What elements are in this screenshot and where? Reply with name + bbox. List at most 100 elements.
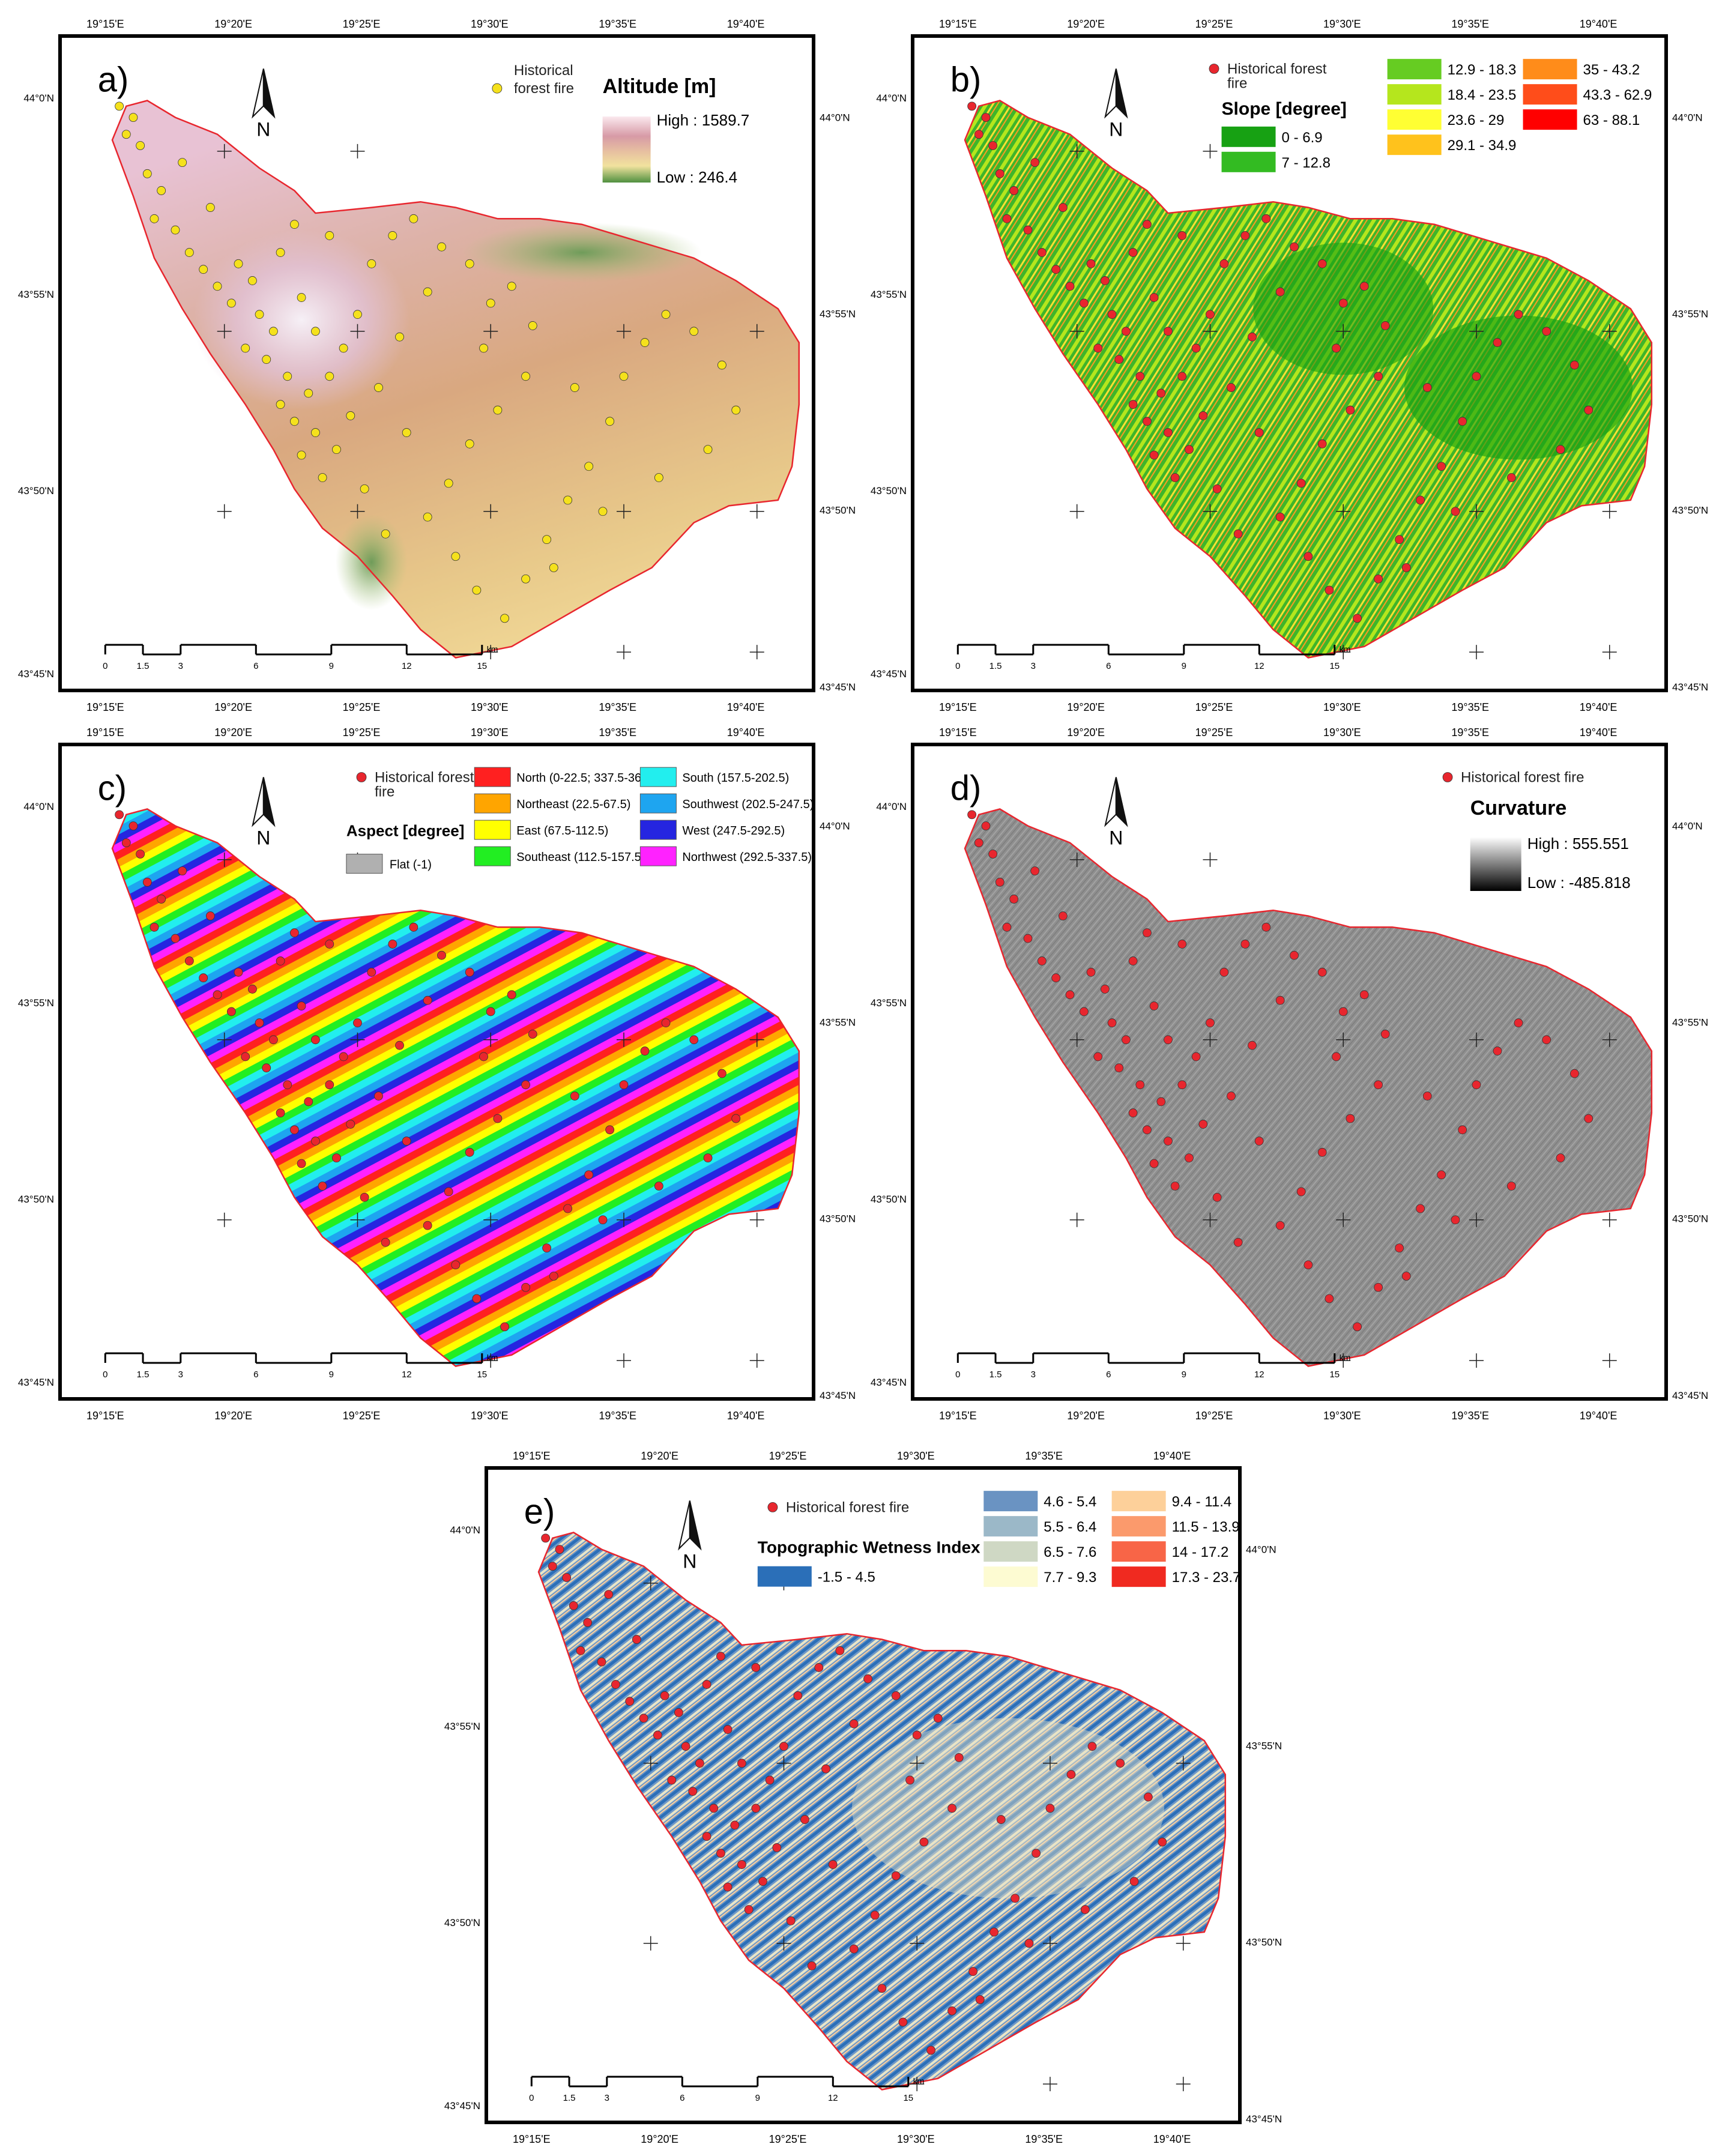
- top-tick-label: 19°40'E: [1580, 18, 1618, 30]
- fire-point: [184, 956, 194, 965]
- graticule-cross: [1469, 324, 1484, 339]
- study-area-boundary: [964, 808, 1653, 1367]
- fire-point: [1458, 1125, 1467, 1135]
- fire-point: [381, 529, 390, 539]
- graticule-cross: [643, 1756, 658, 1771]
- fire-point: [793, 1691, 803, 1700]
- altitude-ramp: [602, 116, 651, 183]
- fire-point: [479, 343, 488, 353]
- fire-point: [1401, 1272, 1411, 1281]
- north-label: N: [256, 827, 270, 849]
- fire-point: [1143, 417, 1152, 426]
- left-tick-label: 43°50'N: [444, 1917, 480, 1928]
- scale-tick-label: 9: [1182, 1369, 1186, 1380]
- fire-point: [1275, 512, 1285, 522]
- fire-point: [1051, 973, 1061, 983]
- fire-legend-symbol: [767, 1502, 778, 1512]
- fire-point: [717, 1069, 727, 1078]
- fire-point: [1290, 242, 1299, 252]
- fire-point: [619, 1080, 629, 1090]
- fire-point: [1009, 895, 1019, 904]
- legend-swatch: [474, 793, 511, 814]
- coordinate-labels: 19°15'E 19°20'E 19°25'E 19°30'E 19°35'E 19°40…: [18, 18, 856, 713]
- left-tick-label: 43°45'N: [444, 2100, 480, 2112]
- scale-bar-segment: [994, 645, 1033, 656]
- fire-point: [1346, 405, 1355, 415]
- legend-class-label: 35 - 43.2: [1583, 62, 1640, 78]
- top-tick-label: 19°15'E: [86, 18, 124, 30]
- fire-point: [171, 934, 180, 943]
- fire-point: [1177, 231, 1187, 240]
- fire-point: [318, 473, 327, 482]
- fire-point: [1156, 388, 1166, 398]
- graticule-cross: [749, 1032, 764, 1047]
- left-tick-label: 43°50'N: [871, 1194, 907, 1205]
- fire-point: [423, 512, 432, 522]
- fire-point: [226, 298, 236, 308]
- legend-class-label: South (157.5-202.5): [682, 772, 789, 785]
- fire-point: [1128, 956, 1138, 965]
- fire-point: [297, 1159, 306, 1168]
- graticule-cross: [749, 504, 764, 519]
- fire-point: [800, 1815, 809, 1824]
- fire-point: [1156, 1097, 1166, 1107]
- top-tick-label: 19°15'E: [513, 1450, 551, 1462]
- panel-label: d): [950, 769, 982, 808]
- legend-swatch: [1523, 59, 1577, 80]
- legend-swatch: [1387, 109, 1442, 130]
- legend-class-label: West (247.5-292.5): [682, 824, 785, 838]
- graticule-cross: [910, 2077, 925, 2092]
- graticule-cross: [483, 1353, 498, 1368]
- fire-point: [758, 1877, 767, 1886]
- graticule-cross: [1602, 1212, 1617, 1227]
- graticule-cross: [350, 504, 365, 519]
- fire-point: [346, 411, 355, 420]
- fire-point: [290, 417, 299, 426]
- fire-point: [1149, 450, 1159, 460]
- coordinate-labels: 19°15'E 19°20'E 19°25'E 19°30'E 19°35'E 19°40…: [871, 18, 1708, 713]
- graticule-cross: [1203, 852, 1218, 867]
- fire-point: [1325, 1294, 1334, 1303]
- fire-point: [619, 372, 629, 381]
- fire-point: [1584, 405, 1594, 415]
- scale-tick-label: 15: [903, 2093, 913, 2103]
- top-tick-label: 19°35'E: [599, 18, 636, 30]
- fire-point: [1030, 158, 1040, 167]
- fire-point: [926, 2046, 935, 2055]
- left-tick-label: 43°45'N: [18, 1377, 54, 1388]
- graticule-cross: [1469, 1353, 1484, 1368]
- top-tick-label: 19°20'E: [214, 18, 252, 30]
- scale-tick-label: 6: [680, 2093, 684, 2103]
- fire-point: [1185, 1153, 1194, 1163]
- right-tick-label: 44°0'N: [1672, 821, 1703, 832]
- scale-bar-segment: [1032, 644, 1109, 655]
- fire-point: [933, 1714, 943, 1723]
- study-area-boundary: [111, 100, 800, 659]
- fire-point: [1338, 298, 1348, 308]
- fire-point: [835, 1646, 845, 1655]
- fire-point: [1065, 990, 1075, 1000]
- coordinate-labels: 19°15'E 19°20'E 19°25'E 19°30'E 19°35'E 19°40…: [18, 726, 856, 1422]
- right-tick-label: 43°45'N: [820, 681, 856, 693]
- fire-point: [1458, 417, 1467, 426]
- graticule-cross: [1336, 1353, 1351, 1368]
- fire-point: [465, 259, 474, 268]
- fire-point: [576, 1646, 585, 1655]
- legend-class-label: 4.6 - 5.4: [1044, 1494, 1096, 1510]
- low-valley-zone: [335, 514, 408, 611]
- legend-class-label: Northwest (292.5-337.5): [682, 851, 812, 864]
- wet-zone: [851, 1718, 1164, 1898]
- graticule-cross: [1069, 1032, 1084, 1047]
- fire-point: [1116, 1759, 1125, 1768]
- fire-point: [213, 990, 222, 1000]
- fire-point: [548, 1562, 557, 1571]
- fire-point: [1023, 225, 1033, 235]
- top-tick-label: 19°30'E: [471, 726, 509, 738]
- graticule-cross: [1203, 143, 1218, 159]
- graticule-cross: [1042, 1936, 1057, 1951]
- graticule-cross: [217, 143, 232, 159]
- bottom-tick-label: 19°25'E: [1195, 701, 1233, 713]
- top-tick-label: 19°40'E: [1153, 1450, 1191, 1462]
- legend-class-label: 9.4 - 11.4: [1172, 1494, 1232, 1510]
- fire-point: [304, 1097, 313, 1107]
